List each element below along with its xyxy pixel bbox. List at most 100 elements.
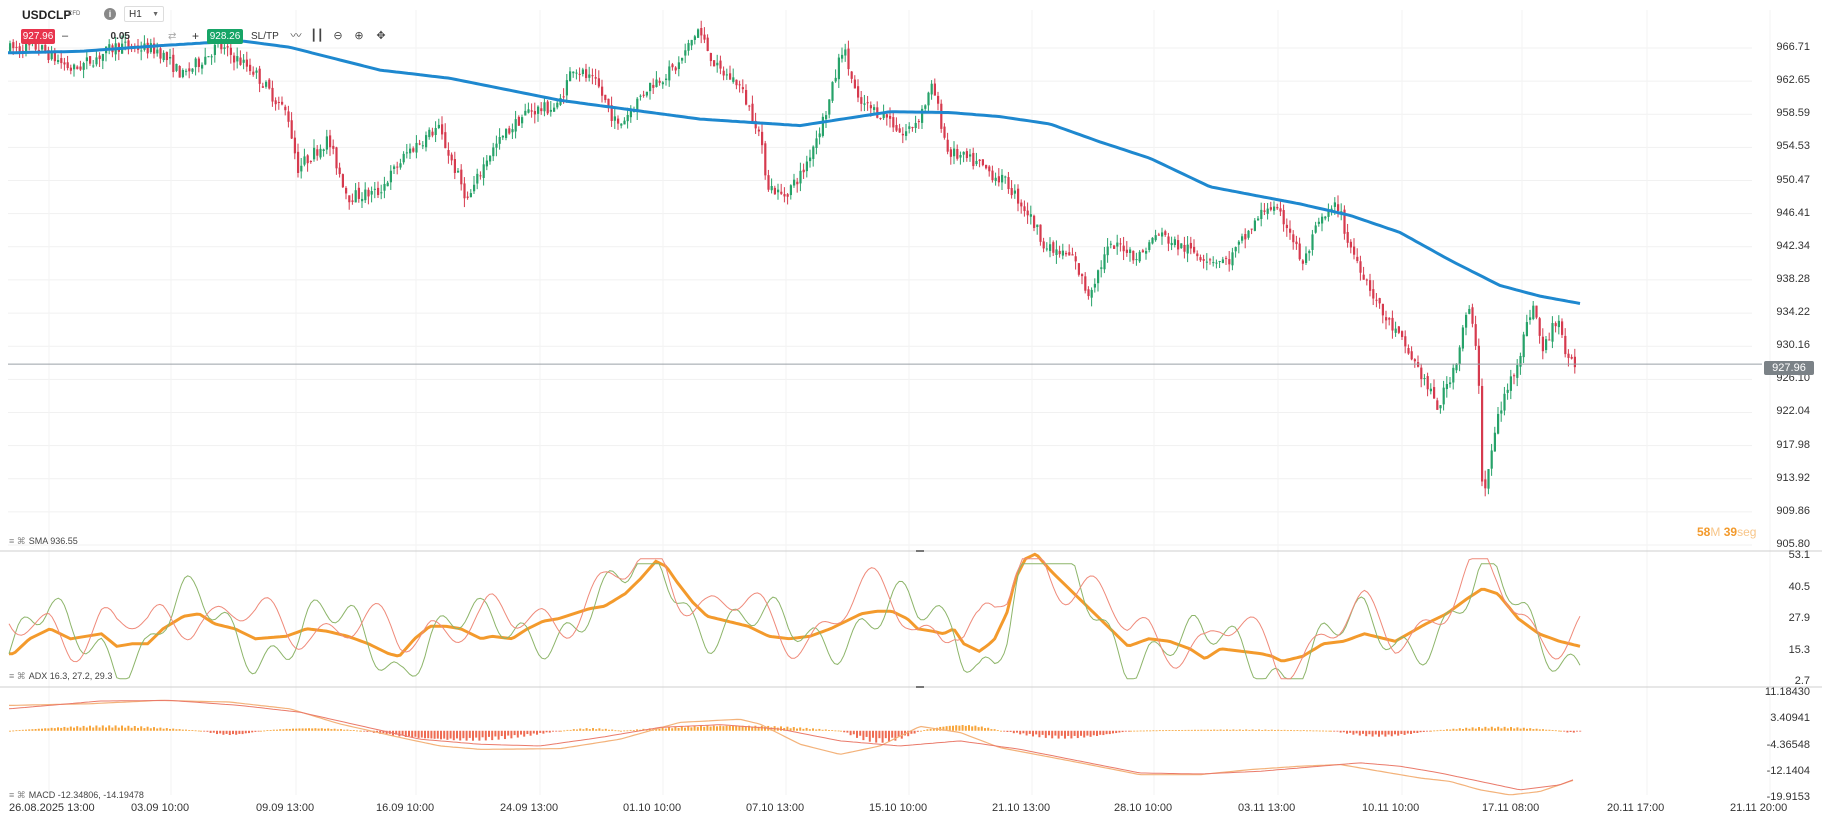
sltp-button[interactable]: SL/TP [251,31,279,42]
macd-histogram-bar [507,730,510,736]
candlestick-series [9,20,1576,497]
candle-body [1570,356,1573,359]
macd-histogram-bar [327,728,330,731]
adx-tick-label: 40.5 [1788,580,1810,593]
timeframe-select[interactable]: H1 ▼ [124,6,164,22]
macd-histogram-bar [872,730,874,738]
buy-button[interactable]: 928.26 [207,29,243,44]
macd-histogram-bar [818,728,821,731]
macd-histogram-bar [993,729,996,731]
time-tick-label: 24.09 13:00 [500,802,559,814]
macd-histogram-bar [225,730,228,734]
macd-histogram-bar [1016,730,1018,733]
macd-histogram-bar [799,727,802,731]
candle-body [1458,347,1461,365]
macd-histogram-bar [449,730,452,739]
candle-body [1205,261,1208,263]
candle-body [709,52,712,62]
price-tick-label: 942.34 [1776,239,1810,252]
sell-button[interactable]: 927.96 [21,29,55,44]
macd-histogram-bar [510,730,513,739]
candle-body [287,111,290,122]
candle-body [236,56,239,62]
increase-quantity-button[interactable]: + [192,29,200,43]
macd-histogram-bar [1484,726,1487,731]
candle-body [853,79,856,89]
macd-histogram-bar [98,727,101,731]
macd-indicator-label[interactable]: ≡ ⌘ MACD -12.34806, -14.19478 [9,790,144,801]
candle-body [447,150,450,156]
macd-histogram-bar [1419,730,1422,733]
price-tick-label: 926.10 [1776,372,1810,385]
macd-histogram-bar [395,730,398,735]
sma-indicator-label[interactable]: ≡ ⌘ SMA 936.55 [9,536,78,547]
macd-histogram-bar [964,725,967,731]
macd-tick-label: -4.36548 [1766,738,1810,751]
candle-body [229,47,232,55]
candle-body [1113,245,1116,249]
candle-body [1173,239,1176,245]
candle-body [175,63,178,71]
price-tick-label: 913.92 [1776,471,1810,484]
candle-body [863,103,866,105]
macd-histogram-bar [47,728,50,731]
candle-body [437,124,440,129]
macd-histogram-bar [1390,730,1393,737]
macd-histogram-bar [614,730,617,732]
menu-icon[interactable]: ≡ ⌘ [9,671,26,681]
macd-histogram-bar [228,730,231,736]
macd-histogram-bar [1548,729,1551,731]
candle-type-icon[interactable]: ┃┃ [310,30,324,42]
candle-body [1279,208,1282,212]
quantity-input[interactable]: 0.05 [110,31,130,42]
candle-body [1106,246,1109,256]
macd-histogram-bar [50,727,53,731]
menu-icon[interactable]: ≡ ⌘ [9,790,26,800]
candle-body [748,105,751,107]
candle-body [396,166,399,168]
macd-histogram-bar [865,730,868,737]
candle-body [991,170,994,181]
candle-body [300,165,303,172]
candle-body [98,55,101,59]
macd-histogram-bar [1152,730,1155,732]
macd-histogram-bar [212,730,215,733]
candle-body [985,164,988,169]
candle-body [588,74,591,78]
line-chart-icon[interactable]: 〰 [290,30,302,42]
macd-histogram-bar [41,728,43,731]
time-tick-label: 03.11 13:00 [1238,802,1296,814]
decrease-quantity-button[interactable]: – [62,30,69,42]
candle-body [428,129,431,138]
macd-histogram-bar [1487,728,1490,731]
candle-body [1429,388,1432,392]
info-icon[interactable]: i [104,8,116,20]
macd-histogram-bar [433,730,436,739]
zoom-out-icon[interactable]: ⊖ [333,30,343,42]
candle-body [9,43,12,52]
swap-icon[interactable]: ⇄ [168,31,177,42]
macd-histogram-bar [1197,729,1200,731]
macd-histogram-bar [1171,730,1174,731]
zoom-in-icon[interactable]: ⊕ [354,30,364,42]
macd-histogram-bar [894,730,897,741]
adx-indicator-label[interactable]: ≡ ⌘ ADX 16.3, 27.2, 29.3 [9,671,112,682]
candle-body [69,67,72,71]
macd-histogram-bar [1086,730,1089,736]
candle-body [124,41,127,43]
crosshair-icon[interactable]: ✥ [376,30,386,42]
macd-histogram-bar [414,730,417,737]
menu-icon[interactable]: ≡ ⌘ [9,536,26,546]
macd-histogram-bar [674,726,677,731]
candle-body [754,120,757,129]
candle-body [66,62,69,69]
macd-histogram-bar [1060,730,1063,736]
symbol-name[interactable]: USDCLP [22,8,72,22]
macd-histogram-bar [330,729,333,731]
macd-histogram-bar [376,730,378,733]
macd-histogram-bar [235,730,238,735]
candle-body [293,137,296,154]
macd-histogram-bar [821,729,824,731]
macd-histogram-bar [1108,730,1111,735]
